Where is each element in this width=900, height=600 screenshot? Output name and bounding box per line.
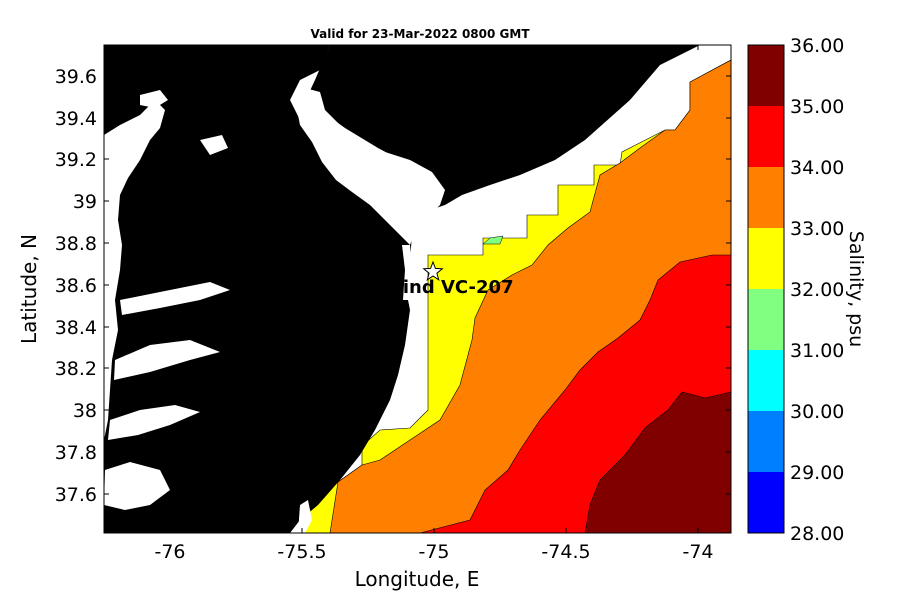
y-axis-label: Latitude, N xyxy=(17,234,41,344)
colorbar-tick-label: 34.00 xyxy=(790,157,844,179)
colorbar-tick-label: 30.00 xyxy=(790,401,844,423)
colorbar-tick-label: 35.00 xyxy=(790,96,844,118)
y-axis: 39.6 39.4 39.2 39 38.8 38.6 38.4 38.2 38… xyxy=(17,66,731,506)
colorbar-tick-label: 29.00 xyxy=(790,462,844,484)
colorbar-swatch-34-35 xyxy=(748,106,784,167)
x-tick-label: -75 xyxy=(418,541,449,563)
map-plot-area xyxy=(103,44,732,534)
y-tick-label: 38.4 xyxy=(55,317,97,339)
colorbar-label: Salinity, psu xyxy=(845,231,867,347)
colorbar-tick-label: 31.00 xyxy=(790,340,844,362)
colorbar-swatch-30-31 xyxy=(748,350,784,411)
inland-water-2 xyxy=(200,135,228,155)
chesapeake-bay xyxy=(104,100,165,440)
station-label: Wind VC-207 xyxy=(383,277,514,298)
colorbar-swatch-32-33 xyxy=(748,228,784,289)
y-tick-label: 37.6 xyxy=(55,484,97,506)
inland-water-1 xyxy=(140,90,168,108)
colorbar-swatch-33-34 xyxy=(748,167,784,228)
x-tick-label: -75.5 xyxy=(277,541,326,563)
map-frame xyxy=(103,44,732,534)
x-tick-label: -76 xyxy=(154,541,185,563)
y-tick-label: 39 xyxy=(73,191,97,213)
salinity-patch-31-32 xyxy=(482,235,504,245)
y-tick-label: 39.6 xyxy=(55,66,97,88)
x-tick-label: -74.5 xyxy=(541,541,590,563)
colorbar-swatch-35-36 xyxy=(748,45,784,106)
x-axis-label: Longitude, E xyxy=(355,567,480,591)
y-tick-label: 39.4 xyxy=(55,108,97,130)
colorbar-tick-label: 32.00 xyxy=(790,279,844,301)
y-tick-label: 38.8 xyxy=(55,233,97,255)
chesapeake-tributary-2 xyxy=(114,340,220,380)
map-title: Valid for 23-Mar-2022 0800 GMT xyxy=(310,27,530,41)
x-axis: -76 -75.5 -75 -74.5 -74 Longitude, E xyxy=(154,45,714,591)
colorbar-swatch-28-29 xyxy=(748,472,784,533)
colorbar-tick-label: 33.00 xyxy=(790,218,844,240)
colorbar-frame xyxy=(747,44,785,534)
y-tick-label: 38.6 xyxy=(55,275,97,297)
y-tick-label: 38.2 xyxy=(55,358,97,380)
y-tick-label: 37.8 xyxy=(55,442,97,464)
station-marker: Wind VC-207 xyxy=(383,260,514,298)
delaware-bay xyxy=(295,88,445,245)
colorbar-swatch-29-30 xyxy=(748,411,784,472)
land-new-jersey xyxy=(308,45,700,210)
salinity-band-35-36 xyxy=(584,391,731,533)
coastal-bay-2 xyxy=(298,500,312,533)
colorbar-swatch-31-32 xyxy=(748,289,784,350)
star-icon xyxy=(422,260,444,281)
chesapeake-tributary-3 xyxy=(108,405,200,440)
chesapeake-tributary-4 xyxy=(104,462,170,510)
y-tick-label: 38 xyxy=(73,400,97,422)
colorbar: 36.00 35.00 34.00 33.00 32.00 31.00 30.0… xyxy=(747,35,867,545)
x-tick-label: -74 xyxy=(682,541,713,563)
y-tick-label: 39.2 xyxy=(55,149,97,171)
coastal-bay-1 xyxy=(402,245,412,300)
colorbar-tick-label: 28.00 xyxy=(790,523,844,545)
chesapeake-tributary-1 xyxy=(120,282,230,315)
colorbar-tick-label: 36.00 xyxy=(790,35,844,57)
